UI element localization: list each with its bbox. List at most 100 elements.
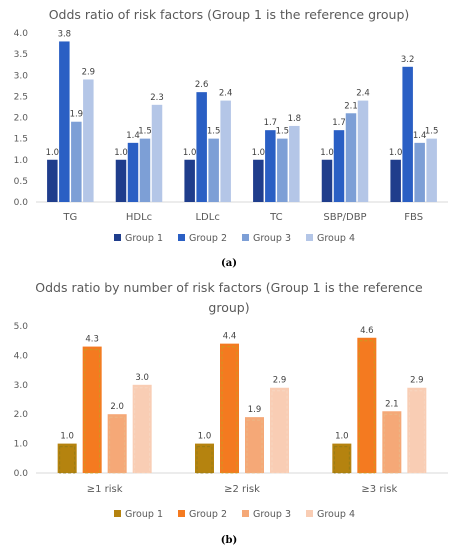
chart-b-bar-texture — [271, 390, 288, 474]
chart-a-data-label: 2.4 — [219, 89, 233, 99]
chart-a-legend-label: Group 2 — [189, 233, 227, 244]
chart-b-data-label: 1.9 — [248, 405, 262, 415]
chart-b-data-label: 4.3 — [85, 335, 99, 345]
chart-b-y-tick-label: 1.0 — [14, 440, 29, 450]
chart-b-bar-texture — [196, 446, 213, 474]
chart-b-data-label: 3.0 — [135, 373, 149, 383]
chart-b-legend-label: Group 4 — [317, 509, 355, 520]
chart-b-data-label: 2.9 — [410, 376, 424, 386]
chart-b-y-tick-label: 4.0 — [14, 351, 29, 361]
chart-b-data-label: 1.0 — [60, 432, 74, 442]
chart-b-data-label: 4.4 — [223, 332, 237, 342]
chart-b-bar — [357, 337, 377, 473]
chart-a-data-label: 1.0 — [389, 148, 403, 158]
chart-b-category-label: ≥1 risk — [87, 484, 123, 495]
chart-b-legend-swatch — [178, 510, 185, 517]
chart-a-category-label: TC — [269, 212, 283, 223]
chart-a-y-tick-label: 2.0 — [14, 114, 29, 124]
chart-b-legend-label: Group 2 — [189, 509, 227, 520]
chart-b-data-label: 4.6 — [360, 326, 374, 336]
chart-a-category-label: HDLc — [126, 212, 152, 223]
chart-b-y-tick-label: 2.0 — [14, 410, 29, 420]
chart-b-bar-texture — [59, 446, 76, 474]
chart-a-category-label: SBP/DBP — [323, 212, 366, 223]
chart-a-category-label: TG — [62, 212, 77, 223]
chart-b-bar — [107, 414, 127, 473]
chart-a-bar — [277, 138, 288, 202]
chart-a-bar — [345, 113, 357, 202]
chart-a-legend-swatch — [242, 234, 249, 241]
chart-b-caption: (b) — [221, 535, 237, 546]
chart-a-data-label: 1.0 — [114, 148, 128, 158]
chart-b-bar-texture — [383, 413, 400, 474]
chart-a-bar — [265, 130, 276, 202]
chart-a-data-label: 1.5 — [276, 127, 290, 137]
chart-b-bar — [132, 384, 152, 473]
chart-a-category-label: LDLc — [195, 212, 219, 223]
chart-b-y-tick-label: 3.0 — [14, 381, 29, 391]
chart-b-bar — [270, 387, 289, 473]
chart-b-bar — [245, 417, 264, 473]
chart-b: 0.0 1.0 2.0 3.0 4.0 5.0 1.0 4.3 2.0 3.0 ≥1 risk 1.0… — [14, 322, 448, 520]
chart-b-title-line-1: Odds ratio by number of risk factors (Gr… — [35, 280, 423, 295]
chart-a-data-label: 2.6 — [195, 80, 209, 90]
chart-a-title: Odds ratio of risk factors (Group 1 is t… — [49, 7, 410, 22]
chart-a-bar — [402, 66, 413, 202]
chart-a-bar — [414, 142, 425, 202]
chart-b-data-label: 1.0 — [335, 432, 349, 442]
chart-b-bar — [57, 443, 77, 473]
chart-a-bar — [115, 159, 127, 202]
chart-b-bar — [195, 443, 214, 473]
chart-a-y-tick-label: 3.5 — [14, 50, 28, 60]
chart-a-bar — [83, 79, 94, 202]
chart-a-data-label: 1.0 — [252, 148, 266, 158]
chart-a-data-label: 1.7 — [264, 118, 278, 128]
chart-b-data-label: 1.0 — [198, 432, 212, 442]
chart-b-bar — [407, 387, 427, 473]
chart-b-legend-swatch — [306, 510, 313, 517]
chart-a-bar — [321, 159, 333, 202]
chart-a-legend-swatch — [306, 234, 313, 241]
chart-b-category-label: ≥3 risk — [361, 484, 397, 495]
chart-a-bar — [196, 92, 207, 202]
chart-b-bar — [382, 411, 402, 473]
chart-a-bar — [357, 100, 369, 202]
chart-a-y-tick-label: 1.0 — [14, 156, 29, 166]
chart-b-bar-texture — [221, 346, 238, 474]
chart-b-bar — [332, 443, 352, 473]
chart-a-legend-label: Group 4 — [317, 233, 355, 244]
chart-a-data-label: 1.4 — [126, 131, 140, 141]
chart-a-legend-swatch — [114, 234, 121, 241]
chart-a-data-label: 1.7 — [332, 118, 346, 128]
chart-a-data-label: 1.0 — [183, 148, 197, 158]
chart-b-bar-texture — [358, 340, 375, 474]
chart-a-bar — [184, 159, 195, 202]
chart-a-bar — [127, 142, 139, 202]
chart-b-bar-texture — [109, 416, 126, 474]
chart-a-y-tick-label: 3.0 — [14, 71, 29, 81]
chart-a-data-label: 2.3 — [150, 93, 164, 103]
chart-b-bar — [82, 346, 102, 473]
chart-a-bar — [220, 100, 231, 202]
chart-a-data-label: 2.1 — [344, 101, 358, 111]
chart-b-data-label: 2.9 — [273, 376, 287, 386]
chart-a-bar — [47, 159, 58, 202]
chart-a-y-tick-label: 2.5 — [14, 92, 28, 102]
chart-b-title-line-2: group) — [208, 300, 249, 315]
chart-a-bar — [289, 125, 300, 202]
chart-a-data-label: 3.8 — [58, 29, 72, 39]
chart-a-y-tick-label: 0.5 — [14, 177, 28, 187]
chart-a-bar — [151, 104, 163, 202]
chart-b-bar-texture — [246, 419, 263, 474]
chart-a-data-label: 1.5 — [425, 127, 439, 137]
chart-b-data-label: 2.0 — [110, 402, 124, 412]
chart-a-data-label: 1.0 — [46, 148, 60, 158]
chart-a-data-label: 1.4 — [413, 131, 427, 141]
chart-a-data-label: 3.2 — [401, 55, 415, 65]
chart-a-bar — [139, 138, 151, 202]
chart-a-bar — [208, 138, 219, 202]
chart-a-bar — [390, 159, 401, 202]
chart-b-y-tick-label: 5.0 — [14, 322, 29, 332]
chart-b-bar-texture — [84, 349, 101, 474]
chart-a-legend-label: Group 3 — [253, 233, 291, 244]
